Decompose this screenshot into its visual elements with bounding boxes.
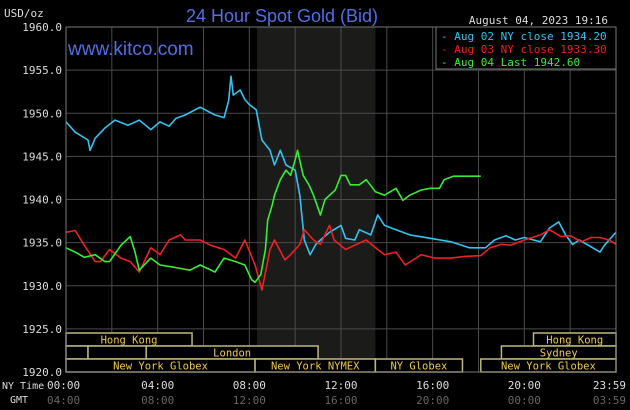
gmt-row-label: GMT: [10, 395, 28, 406]
plot-frame: [65, 26, 617, 373]
y-tick-label: 1920.0: [22, 366, 62, 379]
y-tick-label: 1950.0: [22, 107, 62, 120]
session-band: [87, 345, 147, 360]
x-tick-label-ny: 04:00: [141, 379, 174, 392]
timestamp: August 04, 2023 19:16: [469, 14, 608, 27]
y-axis-label: USD/oz: [4, 7, 44, 20]
y-tick-label: 1955.0: [22, 64, 62, 77]
x-tick-label-ny: 08:00: [233, 379, 266, 392]
ny-time-row-label: NY Time: [2, 381, 44, 392]
y-tick-label: 1960.0: [22, 21, 62, 34]
legend-item-aug02: - Aug 02 NY close 1934.20: [441, 30, 607, 43]
x-tick-label-gmt: 20:00: [416, 394, 449, 407]
y-tick-label: 1940.0: [22, 194, 62, 207]
x-axis: 00:00 04:00 04:00 08:00 08:00 12:00 12:00 16:00…: [47, 379, 626, 407]
y-tick-label: 1930.0: [22, 280, 62, 293]
x-tick-label-gmt: 08:00: [141, 394, 174, 407]
website-watermark[interactable]: www.kitco.com: [67, 39, 194, 60]
session-label: London: [213, 348, 251, 360]
series-line-0: [65, 75, 617, 256]
y-tick-label: 1935.0: [22, 237, 62, 250]
y-tick-label: 1925.0: [22, 323, 62, 336]
session-band: [65, 345, 89, 360]
y-tick-label: 1945.0: [22, 150, 62, 163]
x-tick-label-gmt: 03:59: [593, 394, 626, 407]
x-tick-label-gmt: 12:00: [233, 394, 266, 407]
session-label: Sydney: [540, 348, 578, 360]
x-tick-label-gmt: 00:00: [508, 394, 541, 407]
x-tick-label-ny: 12:00: [324, 379, 357, 392]
series-line-2: [65, 149, 481, 284]
legend-box: [435, 26, 617, 70]
x-tick-label-ny: 00:00: [47, 379, 80, 392]
legend: - Aug 02 NY close 1934.20 - Aug 03 NY cl…: [435, 26, 617, 70]
x-tick-label-ny: 23:59: [593, 379, 626, 392]
session-label: New York Globex: [501, 361, 596, 373]
x-tick-label-ny: 20:00: [508, 379, 541, 392]
session-label: New York Globex: [113, 361, 208, 373]
y-axis: 1960.0 1955.0 1950.0 1945.0 1940.0 1935.0 1930…: [22, 21, 62, 379]
x-tick-label-gmt: 04:00: [47, 394, 80, 407]
x-tick-label-ny: 16:00: [416, 379, 449, 392]
session-label: New York NYMEX: [271, 361, 360, 373]
legend-item-aug03: - Aug 03 NY close 1933.30: [441, 43, 607, 56]
session-label: Hong Kong: [101, 335, 158, 347]
session-label: NY Globex: [390, 361, 447, 373]
session-label: Hong Kong: [546, 335, 603, 347]
x-tick-label-gmt: 16:00: [324, 394, 357, 407]
chart-title: 24 Hour Spot Gold (Bid): [186, 6, 378, 26]
series-lines: [65, 75, 617, 291]
series-line-1: [65, 224, 617, 291]
legend-item-aug04: - Aug 04 Last 1942.60: [441, 56, 580, 69]
